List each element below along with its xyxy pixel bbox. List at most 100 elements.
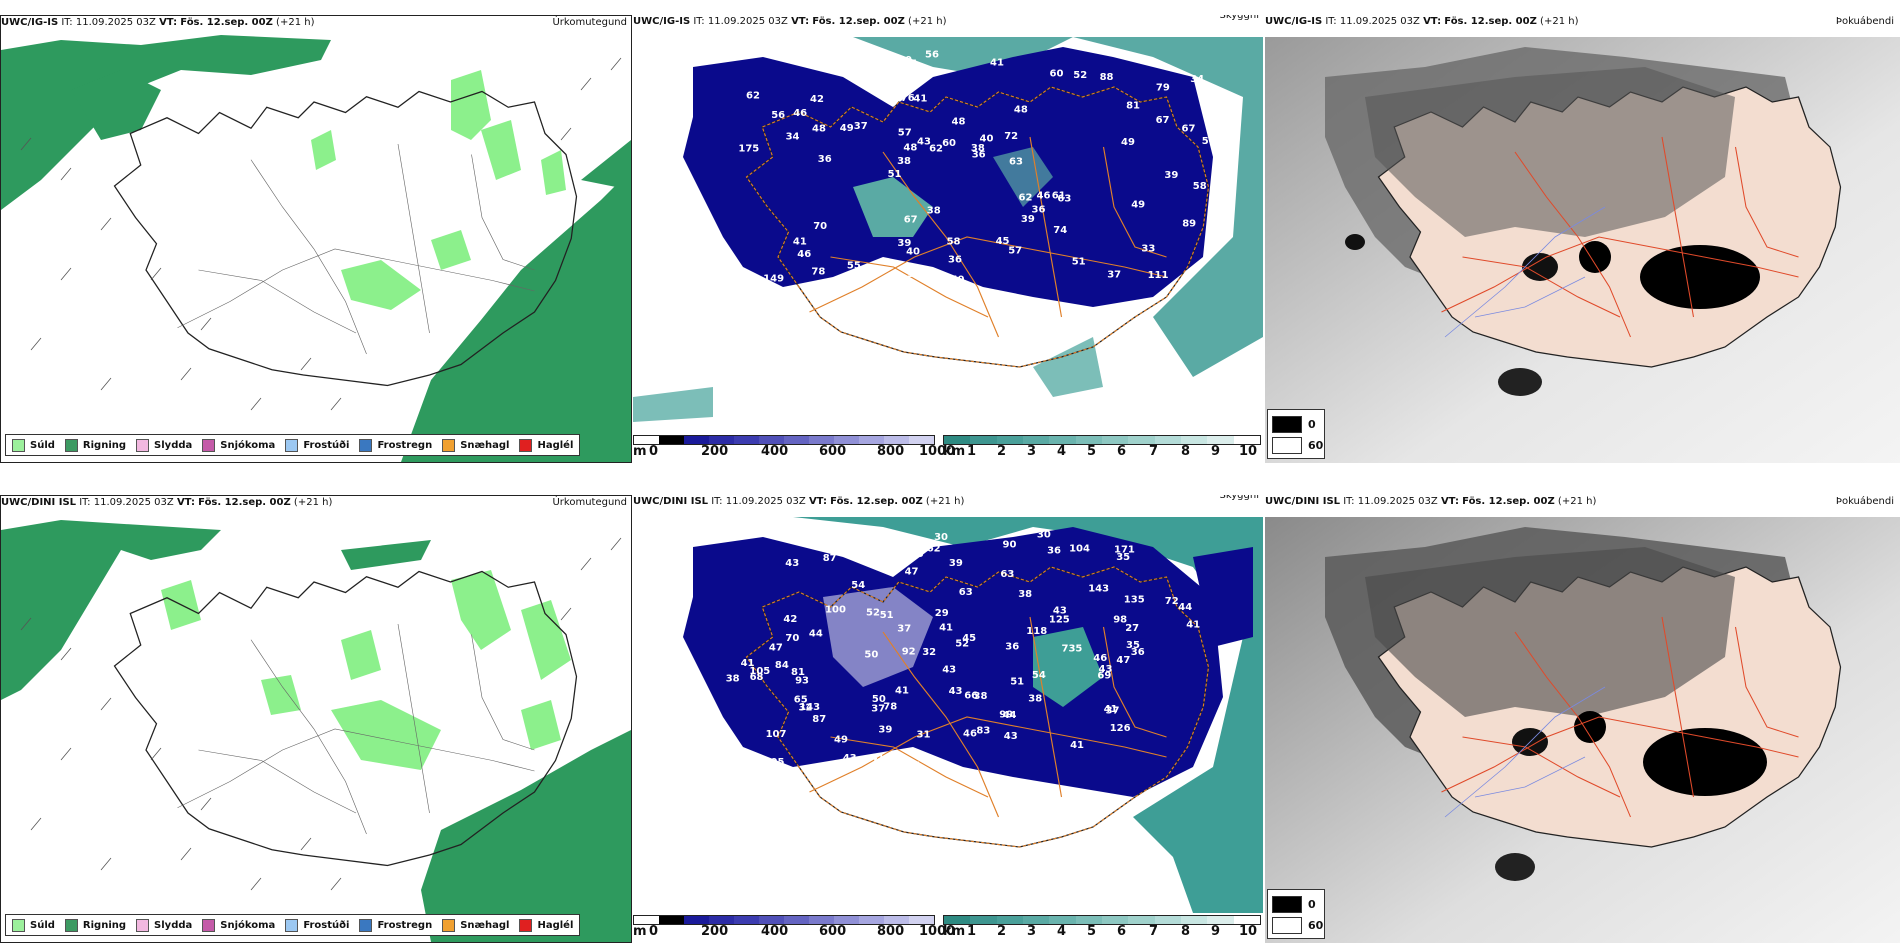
visibility-value-label: 62 — [929, 144, 943, 155]
visibility-value-label: 143 — [799, 702, 820, 713]
cloudbase-colorbar-swatches — [633, 435, 935, 445]
fog-legend-item: 0 — [1272, 416, 1316, 433]
colorbar-swatch — [834, 436, 859, 444]
visibility-value-label: 43 — [843, 753, 857, 764]
legend-item: Frostregn — [359, 918, 432, 932]
visibility-panel-2: UWC/DINI ISL IT: 11.09.2025 03Z VT: Fös.… — [633, 495, 1263, 943]
precip-type-legend: Súld Rigning Slydda Snjókoma Frostúði Fr… — [5, 434, 581, 456]
colorbar-swatch — [1075, 916, 1102, 924]
cloudbase-unit: m — [633, 924, 647, 939]
visibility-value-label: 41 — [895, 685, 909, 696]
legend-item: Frostúði — [285, 918, 349, 932]
visibility-value-label: 50 — [1202, 136, 1216, 147]
visibility-value-label: 57 — [1008, 246, 1022, 257]
visibility-value-label: 44 — [906, 761, 920, 772]
visibility-value-label: 72 — [1165, 596, 1179, 607]
visibility-value-label: 31 — [917, 730, 931, 741]
visibility-value-label: 52 — [1073, 70, 1087, 81]
colorbar-swatch — [734, 916, 759, 924]
visibility-value-label: 63 — [1009, 157, 1023, 168]
visibility-value-label: 48 — [812, 123, 826, 134]
visibility-value-label: 48 — [952, 116, 966, 127]
legend-swatch — [12, 438, 25, 452]
visibility-value-label: 67 — [1182, 123, 1196, 134]
visibility-value-label: 85 — [955, 283, 969, 294]
visibility-value-label: 67 — [904, 214, 918, 225]
fog-map — [1265, 37, 1900, 463]
visibility-value-label: 78 — [883, 702, 897, 713]
visibility-value-label: 79 — [1156, 82, 1170, 93]
legend-swatch — [64, 438, 78, 452]
visibility-value-label: 46 — [963, 728, 977, 739]
visibility-map: 1071048714366449314313543413038524446126… — [633, 517, 1263, 913]
visibility-value-label: 39 — [897, 238, 911, 249]
fog-legend-swatch — [1272, 896, 1302, 913]
legend-swatch — [442, 438, 456, 452]
visibility-value-label: 105 — [749, 666, 770, 677]
visibility-value-label: 48 — [1014, 104, 1028, 115]
fog-legend-swatch — [1272, 416, 1302, 433]
visibility-value-label: 40 — [906, 246, 920, 257]
visibility-value-label: 46 — [1093, 653, 1107, 664]
precip-map — [1, 30, 631, 462]
cloudbase-colorbar-swatches — [633, 915, 935, 925]
visibility-value-label: 41 — [1070, 740, 1084, 751]
colorbar-swatch — [809, 436, 834, 444]
visibility-value-label: 51 — [880, 610, 894, 621]
visibility-value-label: 100 — [825, 604, 846, 615]
colorbar-swatch — [634, 916, 659, 924]
panel-field-name: Þokuábendi — [1835, 16, 1894, 27]
colorbar-swatch — [1207, 916, 1234, 924]
precip-map — [1, 510, 631, 942]
colorbar-swatch — [970, 436, 997, 444]
visibility-value-label: 47 — [905, 566, 919, 577]
visibility-value-label: 74 — [1053, 225, 1067, 236]
legend-item: Haglél — [519, 918, 573, 932]
colorbar-swatch — [1207, 436, 1234, 444]
legend-swatch — [519, 438, 533, 452]
colorbar-swatch — [659, 916, 684, 924]
visibility-value-label: 39 — [1021, 214, 1035, 225]
visibility-value-label: 60 — [942, 138, 956, 149]
visibility-value-label: 29 — [935, 608, 949, 619]
visibility-value-label: 41 — [1104, 704, 1118, 715]
visibility-value-label: 46 — [1037, 190, 1051, 201]
legend-swatch — [285, 438, 299, 452]
visibility-value-label: 46 — [793, 108, 807, 119]
visibility-value-label: 104 — [1069, 543, 1090, 554]
legend-item: Slydda — [136, 918, 192, 932]
visibility-value-label: 63 — [1057, 194, 1071, 205]
visibility-value-label: 55 — [847, 260, 861, 271]
colorbar-swatch — [1101, 916, 1129, 924]
fog-legend-item: 60 — [1272, 437, 1323, 454]
visibility-value-label: 42 — [783, 614, 797, 625]
colorbar-swatch — [1022, 916, 1050, 924]
visibility-value-label: 60 — [1050, 69, 1064, 80]
colorbar-swatch — [944, 916, 971, 924]
visibility-value-label: 118 — [1026, 626, 1047, 637]
visibility-value-label: 27 — [1125, 623, 1139, 634]
visibility-value-label: 38 — [1018, 589, 1032, 600]
fog-legend: 0 60 — [1267, 889, 1325, 939]
visibility-value-label: 38 — [927, 206, 941, 217]
visibility-value-label: 58 — [1193, 181, 1207, 192]
visibility-value-label: 56 — [771, 110, 785, 121]
precip-panel-1: UWC/IG-IS IT: 11.09.2025 03Z VT: Fös. 12… — [0, 15, 632, 463]
visibility-value-label: 16 — [910, 549, 924, 560]
fog-legend-swatch — [1272, 917, 1302, 934]
visibility-value-label: 45 — [996, 236, 1010, 247]
colorbar-swatch — [1180, 436, 1208, 444]
visibility-value-label: 36 — [818, 154, 832, 165]
visibility-value-label: 62 — [746, 91, 760, 102]
visibility-value-label: 87 — [812, 714, 826, 725]
legend-swatch — [359, 438, 373, 452]
visibility-value-label: 68 — [750, 672, 764, 683]
colorbar-swatch — [909, 436, 934, 444]
visibility-value-label: 62 — [1019, 192, 1033, 203]
panel-field-name: Þokuábendi — [1835, 496, 1894, 507]
visibility-value-label: 81 — [1126, 101, 1140, 112]
colorbar-swatch — [634, 436, 659, 444]
visibility-value-label: 70 — [813, 221, 827, 232]
visibility-value-label: 41 — [1186, 620, 1200, 631]
colorbar-swatch — [884, 916, 909, 924]
